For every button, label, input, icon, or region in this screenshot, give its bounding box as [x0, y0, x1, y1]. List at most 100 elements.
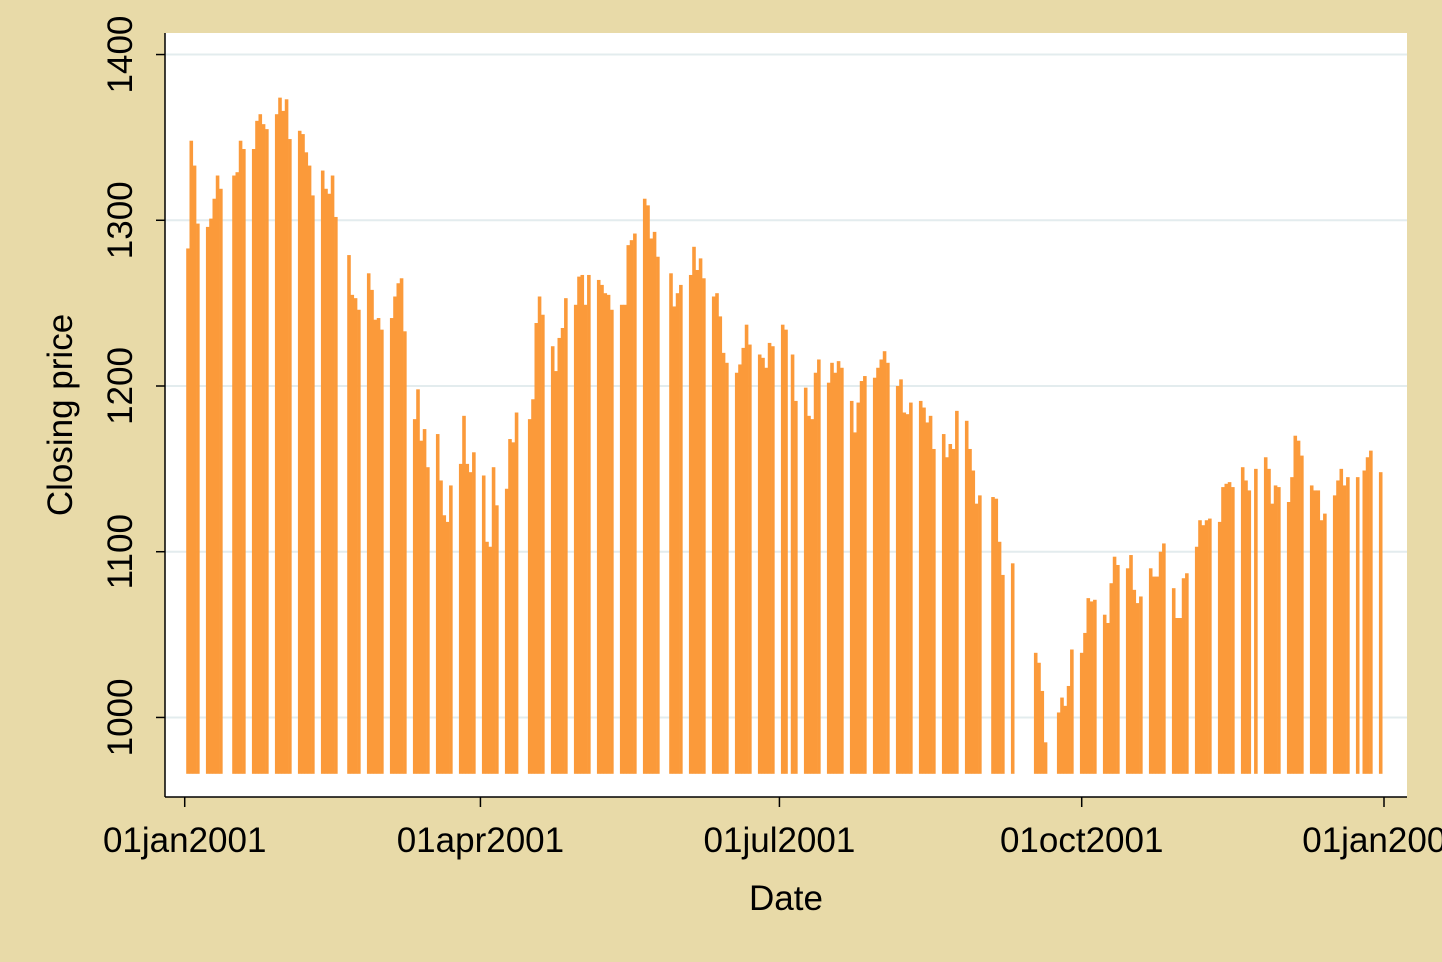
- bar: [1336, 480, 1340, 774]
- bar: [393, 296, 397, 774]
- bar: [879, 359, 884, 774]
- bar: [863, 376, 867, 774]
- bar: [468, 472, 473, 774]
- bar: [715, 293, 719, 774]
- bar: [320, 170, 325, 774]
- bar: [238, 140, 243, 774]
- bar: [948, 444, 953, 774]
- bar: [997, 541, 1002, 774]
- bar: [1171, 588, 1176, 774]
- bar: [1293, 435, 1298, 774]
- bar: [324, 188, 328, 774]
- bar: [442, 515, 447, 774]
- bar: [1300, 455, 1304, 774]
- bar: [255, 120, 259, 774]
- bar: [1181, 578, 1186, 774]
- bar: [1139, 596, 1143, 774]
- bar: [1378, 472, 1383, 774]
- y-tick-label: 1100: [101, 514, 140, 589]
- bar: [288, 139, 292, 774]
- bar: [422, 429, 427, 774]
- bar: [964, 420, 969, 774]
- x-tick-label: 01oct2001: [1000, 821, 1163, 860]
- bar: [1254, 468, 1258, 774]
- bar: [265, 129, 269, 774]
- bar: [258, 114, 263, 774]
- bar: [807, 415, 811, 774]
- bar: [932, 448, 936, 774]
- bar: [554, 371, 558, 774]
- bar: [1362, 470, 1367, 774]
- bar: [1198, 520, 1202, 774]
- bar: [945, 457, 949, 774]
- bar: [1263, 457, 1268, 774]
- bar: [491, 467, 496, 774]
- bar: [1089, 601, 1094, 774]
- bar: [278, 97, 282, 774]
- bar: [623, 304, 627, 774]
- bar: [1079, 652, 1084, 774]
- y-tick-label: 1200: [101, 347, 140, 425]
- bar: [458, 463, 463, 774]
- bar: [1273, 485, 1278, 774]
- bar: [215, 175, 220, 774]
- bar: [642, 198, 647, 774]
- bar: [619, 304, 624, 774]
- bar: [1129, 555, 1133, 774]
- bar: [1270, 503, 1275, 774]
- bar: [646, 205, 650, 774]
- bar: [186, 248, 190, 774]
- bar: [301, 134, 305, 774]
- bar: [274, 114, 279, 774]
- bar: [1296, 440, 1301, 774]
- bar: [1224, 483, 1229, 774]
- bar: [564, 298, 568, 774]
- bar: [1037, 662, 1041, 774]
- bar: [462, 415, 466, 774]
- bar: [389, 318, 394, 774]
- bar: [307, 165, 312, 774]
- bar: [817, 359, 821, 774]
- bar: [1286, 502, 1291, 774]
- bar: [357, 309, 361, 774]
- x-axis-title: Date: [749, 879, 823, 918]
- bar: [445, 521, 450, 774]
- bar: [508, 439, 512, 774]
- bar: [905, 414, 910, 774]
- bar: [1316, 490, 1321, 774]
- bar: [633, 233, 637, 774]
- bar: [909, 402, 913, 774]
- bar: [734, 372, 739, 774]
- bar: [1346, 477, 1350, 774]
- bar: [918, 400, 923, 774]
- bar: [435, 434, 440, 774]
- bar: [297, 130, 302, 774]
- bar: [1369, 450, 1373, 774]
- bar: [974, 503, 979, 774]
- bar: [652, 231, 657, 774]
- bar: [1290, 477, 1294, 774]
- bar: [895, 385, 900, 774]
- bar: [580, 274, 585, 774]
- bar: [899, 379, 903, 774]
- bar: [968, 448, 972, 774]
- bar: [1217, 521, 1222, 774]
- bar: [1194, 546, 1199, 774]
- bar: [784, 329, 788, 774]
- bar: [600, 284, 604, 774]
- bar: [780, 324, 785, 774]
- bar: [560, 327, 565, 774]
- bar: [794, 400, 798, 774]
- y-tick-label: 1300: [101, 181, 140, 259]
- bar: [1116, 564, 1120, 774]
- bar: [826, 382, 831, 774]
- bar: [192, 165, 197, 774]
- bar: [830, 362, 834, 774]
- bar: [330, 175, 335, 774]
- bar: [1231, 487, 1235, 774]
- bar: [1355, 477, 1360, 774]
- bar: [675, 293, 680, 774]
- bar: [350, 294, 355, 774]
- bar: [669, 273, 673, 774]
